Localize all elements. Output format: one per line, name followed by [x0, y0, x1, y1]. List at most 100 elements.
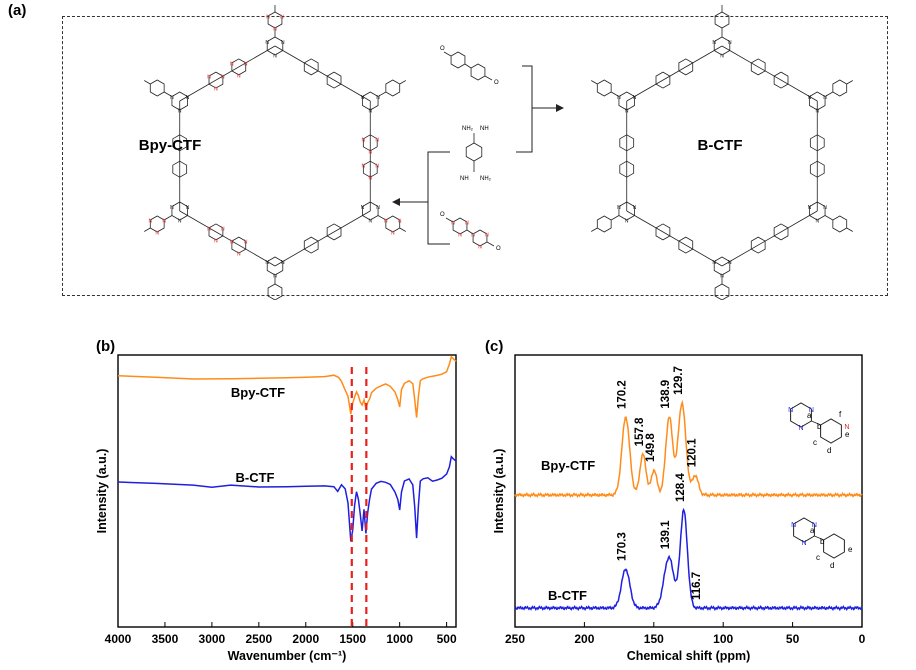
nitrogen-atom-label: N [162, 219, 166, 225]
nitrogen-atom-label: N [368, 176, 372, 182]
nitrogen-atom-label: N [384, 219, 388, 225]
nitrogen-atom-label: N [823, 205, 827, 211]
benzene-ring [773, 223, 789, 241]
nitrogen-atom-label: N [244, 61, 248, 67]
triazine-ring [362, 201, 379, 221]
benzene-ring [619, 134, 635, 152]
bond [846, 80, 853, 85]
synthesis-scheme: NN NNN NNN NNN NNN NNN NNN NNN NNN NNN NNN NN NNN NNN… [139, 5, 853, 300]
nitrogen-atom-label: N [451, 221, 455, 227]
bond [377, 91, 387, 97]
bond [144, 227, 151, 232]
bond [443, 51, 452, 57]
series-label-bpy-ctf: Bpy-CTF [541, 458, 595, 473]
plot-frame [117, 354, 457, 628]
bond [811, 420, 822, 426]
triazine-ring [713, 36, 731, 56]
bond [466, 229, 474, 235]
carbon-position-label: d [830, 561, 834, 570]
x-tick-label: 250 [505, 632, 525, 646]
nitrogen-atom-label: N [178, 219, 182, 225]
benzene-ring [714, 11, 730, 29]
nitrogen-atom-label: N [265, 260, 269, 266]
triazine-ring [618, 201, 635, 221]
reaction-arrows [392, 65, 564, 245]
amine-label: NH₂ [480, 176, 492, 182]
nitrogen-atom-label: N [266, 15, 270, 21]
nitrogen-atom-label: N [728, 260, 732, 266]
nitrogen-atom-label: N [170, 95, 174, 101]
nitrogen-atom-label: N [237, 252, 241, 258]
nitrogen-atom-label: N [376, 205, 380, 211]
triazine-ring [267, 11, 283, 29]
bracket-line [516, 65, 533, 153]
benzene-ring [832, 215, 848, 233]
imine-label: NH [480, 126, 489, 132]
triazine-ring [362, 134, 378, 152]
nitrogen-atom-label: N [221, 226, 225, 232]
peak-label: 139.1 [660, 520, 672, 549]
carbon-position-label: e [848, 545, 853, 554]
nitrogen-atom-label: N [617, 95, 621, 101]
triazine-ring [231, 58, 247, 76]
nitrogen-atom-label: N [815, 109, 819, 115]
benzene-ring [326, 223, 342, 241]
bracket-line [427, 151, 450, 245]
benzene-ring [823, 533, 845, 559]
nitrogen-atom-label: N [815, 219, 819, 225]
bond [484, 75, 493, 81]
nitrogen-atom-label: N [625, 109, 629, 115]
benzene-ring [714, 283, 730, 300]
nitrogen-atom-label: N [617, 205, 621, 211]
benzene-ring [832, 79, 848, 97]
bond [824, 91, 834, 97]
bond [626, 210, 723, 267]
x-tick-label: 0 [859, 632, 866, 646]
nitrogen-atom-label: N [265, 40, 269, 46]
y-axis-label: Intensity (a.u.) [95, 449, 109, 534]
bpy-ctf-label: Bpy-CTF [139, 137, 202, 154]
triazine-ring [790, 402, 812, 428]
nitrogen-atom-label: N [273, 54, 277, 60]
bond [274, 210, 371, 267]
nitrogen-atom-label: N [471, 233, 475, 239]
x-tick-label: 2000 [292, 632, 319, 646]
bond [486, 241, 495, 247]
carbon-position-label: e [845, 430, 850, 439]
triazine-ring [171, 201, 188, 221]
nitrogen-atom-label: N [823, 95, 827, 101]
nitrogen-atom-label: N [281, 260, 285, 266]
peak-label: 120.1 [686, 438, 698, 467]
peak-label: 128.4 [675, 473, 687, 502]
series-line-bpy-ctf [514, 399, 863, 499]
peak-label: 170.3 [617, 532, 629, 561]
nitrogen-atom-label: N [458, 233, 462, 239]
nitrogen-atom-label: N [712, 40, 716, 46]
nitrogen-atom-label: N [207, 226, 211, 232]
triazine-ring [793, 517, 815, 543]
nitrogen-atom-label: N [237, 73, 241, 79]
nitrogen-atom-label: N [788, 407, 793, 414]
amine-label: NH₂ [462, 126, 474, 132]
nitrogen-atom-label: N [186, 95, 190, 101]
x-tick-label: 100 [713, 632, 733, 646]
nitrogen-atom-label: N [281, 40, 285, 46]
nitrogen-atom-label: N [812, 522, 817, 529]
peak-label: 129.7 [673, 366, 685, 395]
benzene-ring [678, 236, 694, 254]
series-label-b-ctf: B-CTF [548, 588, 587, 603]
benzene-ring [267, 283, 283, 300]
nitrogen-atom-label: N [391, 231, 395, 237]
panel-label-b: (b) [96, 338, 116, 355]
nitrogen-atom-label: N [375, 164, 379, 170]
nitrogen-atom-label: N [230, 61, 234, 67]
peak-label: 170.2 [617, 380, 629, 409]
bond [721, 45, 818, 102]
pyridine-ring [820, 418, 842, 444]
x-tick-label: 1000 [386, 632, 413, 646]
nitrogen-atom-label: N [844, 424, 849, 431]
nitrogen-atom-label: N [728, 40, 732, 46]
nitrogen-atom-label: N [170, 205, 174, 211]
